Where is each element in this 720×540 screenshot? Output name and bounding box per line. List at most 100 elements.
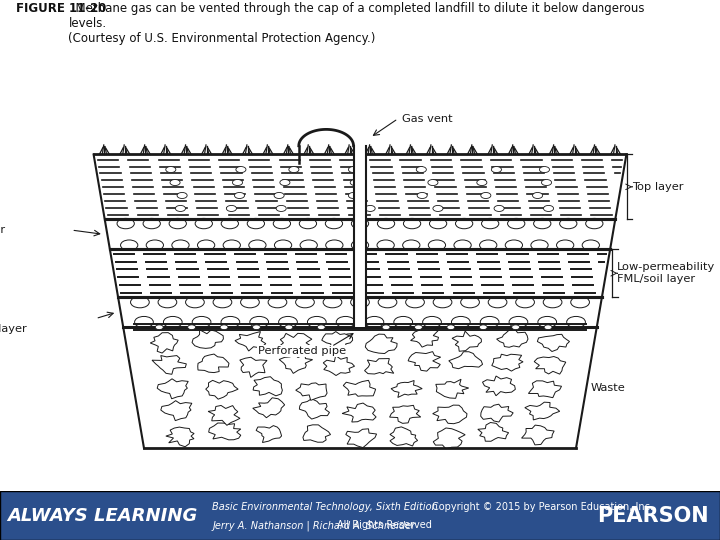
Circle shape [325,218,343,229]
Polygon shape [166,427,194,447]
Polygon shape [208,406,240,426]
Polygon shape [235,332,266,351]
Circle shape [156,325,163,329]
Circle shape [170,179,180,186]
Circle shape [585,218,603,229]
Circle shape [365,316,384,328]
Circle shape [382,325,390,329]
Circle shape [276,205,287,212]
Circle shape [488,296,507,308]
Polygon shape [253,377,282,396]
Circle shape [429,218,446,229]
Text: Drain layer: Drain layer [0,225,5,235]
Circle shape [461,296,480,308]
Circle shape [166,166,176,173]
Circle shape [456,218,473,229]
Circle shape [143,218,161,229]
Polygon shape [322,332,353,350]
Circle shape [280,179,290,186]
Circle shape [195,218,212,229]
Circle shape [120,240,138,251]
Polygon shape [497,329,528,347]
Circle shape [135,316,153,328]
Text: Top layer: Top layer [631,182,683,192]
Circle shape [533,192,543,199]
Circle shape [508,218,525,229]
Polygon shape [537,334,570,352]
Polygon shape [452,331,482,352]
Circle shape [236,166,246,173]
Circle shape [221,218,238,229]
Text: Copyright © 2015 by Pearson Education, Inc.: Copyright © 2015 by Pearson Education, I… [432,502,653,512]
Circle shape [377,218,395,229]
Polygon shape [410,328,438,347]
Circle shape [307,316,326,328]
Circle shape [289,166,299,173]
Circle shape [318,325,325,329]
Circle shape [300,240,318,251]
Circle shape [233,179,243,186]
Polygon shape [253,398,284,418]
Polygon shape [157,379,188,399]
Circle shape [505,240,523,251]
Circle shape [539,166,549,173]
Circle shape [223,240,240,251]
Circle shape [220,325,228,329]
Polygon shape [343,380,376,396]
Polygon shape [323,356,354,375]
Circle shape [235,192,245,199]
Text: Methane gas can be vented through the cap of a completed landfill to dilute it b: Methane gas can be vented through the ca… [68,2,645,45]
Circle shape [279,316,297,328]
Polygon shape [192,330,223,348]
Circle shape [163,316,182,328]
Circle shape [394,316,413,328]
Circle shape [351,240,369,251]
Circle shape [268,296,287,308]
Text: Jerry A. Nathanson | Richard A. Schneider: Jerry A. Nathanson | Richard A. Schneide… [212,520,415,531]
Circle shape [296,296,315,308]
Polygon shape [152,355,186,374]
Circle shape [451,316,470,328]
Circle shape [348,192,359,199]
Polygon shape [481,404,513,422]
Circle shape [509,316,528,328]
Text: ALWAYS LEARNING: ALWAYS LEARNING [7,507,197,525]
Circle shape [491,166,501,173]
Polygon shape [123,327,597,448]
Text: Perforated pipe: Perforated pipe [258,346,346,356]
Circle shape [582,240,600,251]
Circle shape [274,192,284,199]
Text: Basic Environmental Technology, Sixth Edition: Basic Environmental Technology, Sixth Ed… [212,502,438,512]
Circle shape [559,218,577,229]
Polygon shape [521,425,554,445]
Circle shape [516,296,534,308]
Polygon shape [492,354,523,371]
Circle shape [544,325,552,329]
Circle shape [325,240,343,251]
Circle shape [274,240,292,251]
Polygon shape [198,354,229,373]
Circle shape [415,325,423,329]
Text: Low-permeability
FML/soil layer: Low-permeability FML/soil layer [617,262,715,284]
Text: PEARSON: PEARSON [598,505,709,526]
Circle shape [541,179,552,186]
Circle shape [130,296,149,308]
Polygon shape [150,333,178,353]
Circle shape [169,218,186,229]
Polygon shape [342,403,376,422]
Circle shape [405,296,424,308]
Circle shape [348,166,359,173]
Circle shape [188,325,196,329]
Polygon shape [256,426,282,442]
Polygon shape [449,352,482,369]
Circle shape [428,179,438,186]
Circle shape [417,192,427,199]
Circle shape [567,316,585,328]
Polygon shape [534,356,566,374]
Polygon shape [110,249,610,297]
FancyBboxPatch shape [0,491,720,540]
Circle shape [274,218,291,229]
Circle shape [186,296,204,308]
Circle shape [378,296,397,308]
Circle shape [403,218,420,229]
